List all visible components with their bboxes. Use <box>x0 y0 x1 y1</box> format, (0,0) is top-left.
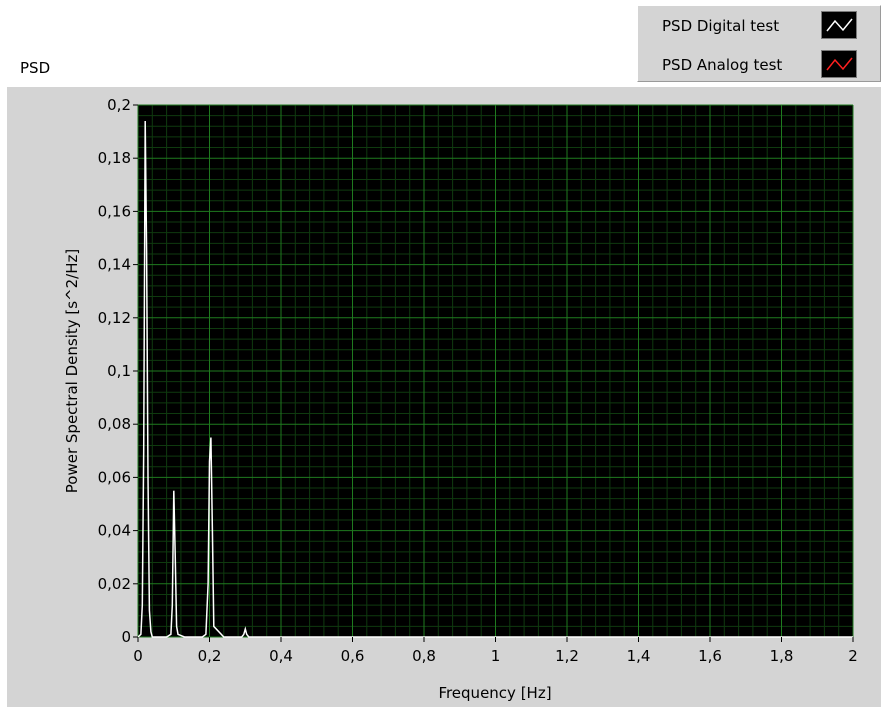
y-axis: 0 0,02 0,04 0,06 0,08 0,1 0,12 0,14 0,16 0,18 0,2 <box>98 96 138 646</box>
x-tick-label: 2 <box>848 647 858 665</box>
series-layer <box>137 120 853 638</box>
legend-line-digital <box>826 18 853 32</box>
line-sample-icon <box>826 18 853 32</box>
graph-frame: 0 0,2 0,4 0,6 0,8 1 1,2 1,4 1,6 1,8 2 0 0,02 0,04 0,0… <box>6 86 881 707</box>
x-tick-label: 1,2 <box>555 647 579 665</box>
x-tick-label: 0 <box>133 647 143 665</box>
x-tick-label: 0,6 <box>341 647 365 665</box>
y-tick-label: 0,12 <box>98 309 131 327</box>
plot-legend[interactable]: PSD Digital test PSD Analog test <box>637 5 881 82</box>
y-tick-label: 0,02 <box>98 575 131 593</box>
y-tick-label: 0,14 <box>98 256 131 274</box>
line-sample-icon <box>826 57 853 71</box>
legend-item-digital[interactable]: PSD Digital test <box>638 9 880 45</box>
y-tick-label: 0,18 <box>98 149 131 167</box>
legend-label-digital: PSD Digital test <box>662 17 780 35</box>
y-tick-label: 0,06 <box>98 468 131 486</box>
y-tick-label: 0,16 <box>98 202 131 220</box>
x-tick-label: 1 <box>491 647 501 665</box>
y-tick-label: 0,2 <box>107 96 131 114</box>
psd-graph[interactable]: 0 0,2 0,4 0,6 0,8 1 1,2 1,4 1,6 1,8 2 0 0,02 0,04 0,0… <box>7 87 881 708</box>
y-tick-label: 0,1 <box>107 362 131 380</box>
y-tick-label: 0 <box>121 628 131 646</box>
x-tick-label: 1,6 <box>698 647 722 665</box>
x-tick-label: 0,8 <box>412 647 436 665</box>
x-tick-label: 0,4 <box>269 647 293 665</box>
x-axis: 0 0,2 0,4 0,6 0,8 1 1,2 1,4 1,6 1,8 2 <box>133 637 858 665</box>
y-tick-label: 0,04 <box>98 522 131 540</box>
y-axis-title: Power Spectral Density [s^2/Hz] <box>63 249 81 493</box>
x-tick-label: 0,2 <box>198 647 222 665</box>
chart-label: PSD <box>20 59 51 77</box>
x-axis-title: Frequency [Hz] <box>438 684 551 702</box>
legend-line-analog <box>826 57 853 71</box>
legend-label-analog: PSD Analog test <box>662 56 783 74</box>
legend-swatch-digital[interactable] <box>821 11 857 39</box>
legend-swatch-analog[interactable] <box>821 50 857 78</box>
x-tick-label: 1,4 <box>627 647 651 665</box>
x-tick-label: 1,8 <box>770 647 794 665</box>
legend-item-analog[interactable]: PSD Analog test <box>638 48 880 84</box>
series-line-0 <box>137 120 853 638</box>
y-tick-label: 0,08 <box>98 415 131 433</box>
